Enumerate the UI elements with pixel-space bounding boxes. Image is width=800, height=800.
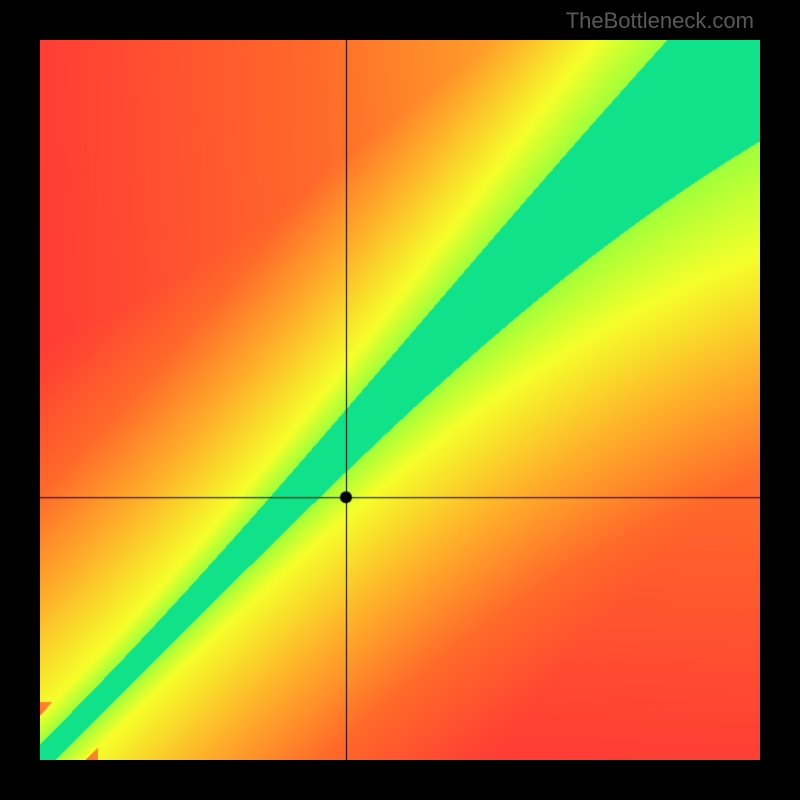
heatmap-canvas <box>40 40 760 760</box>
watermark-text: TheBottleneck.com <box>566 8 754 34</box>
heatmap-plot <box>40 40 760 760</box>
